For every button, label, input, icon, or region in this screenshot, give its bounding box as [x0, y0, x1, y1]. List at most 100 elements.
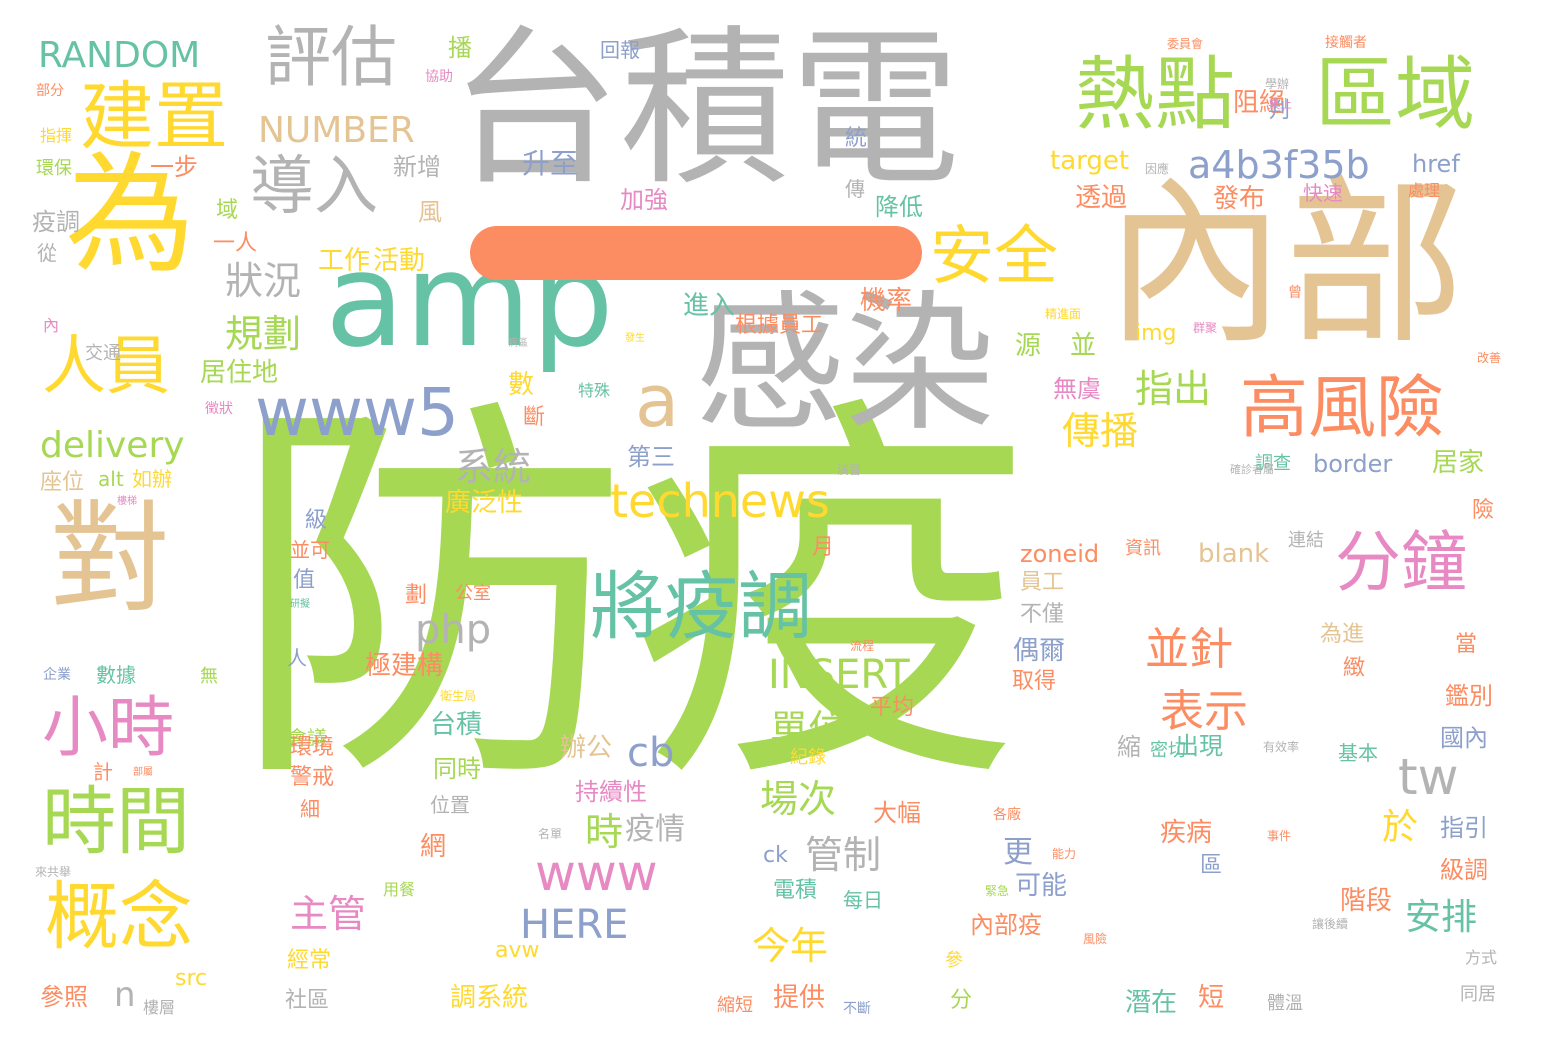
cloud-word: 從 [37, 241, 57, 265]
cloud-word: 系統 [455, 445, 532, 489]
cloud-word: 環保 [36, 158, 72, 179]
cloud-word: 一步 [150, 153, 198, 181]
cloud-word: www [535, 844, 658, 902]
cloud-word: 取得 [1012, 669, 1057, 694]
cloud-word: 警戒 [290, 765, 335, 790]
cloud-word: 無 [200, 666, 218, 687]
cloud-word: 能力 [1052, 847, 1077, 861]
cloud-word: 進入 [683, 291, 736, 321]
cloud-word: 短 [1198, 983, 1225, 1013]
cloud-word: 委員會 [1167, 37, 1204, 51]
cloud-word: 用餐 [383, 880, 416, 899]
cloud-word: 活動 [373, 246, 426, 276]
cloud-word: 極建構 [365, 651, 444, 681]
cloud-word: 數 [508, 370, 535, 400]
cloud-word: 源 [1015, 331, 1042, 361]
cloud-word: 接觸者 [1325, 35, 1367, 51]
orange-bar-mark [470, 226, 922, 280]
cloud-word: technews [610, 474, 830, 528]
cloud-word: 縮 [1117, 733, 1141, 761]
cloud-word: tw [1398, 748, 1459, 806]
cloud-word: 台積電 [450, 11, 961, 209]
cloud-word: ck [763, 843, 788, 868]
cloud-word: 緊急 [985, 884, 1010, 898]
cloud-word: 內部疫 [970, 911, 1042, 939]
cloud-word: 規劃 [225, 312, 302, 356]
cloud-word: 安排 [1405, 897, 1478, 938]
cloud-word: 每日 [843, 888, 883, 912]
cloud-word: 學辦 [1265, 77, 1290, 91]
cloud-word: 內部 [1105, 160, 1466, 369]
cloud-word: 緻 [1343, 656, 1366, 681]
cloud-word: 環境 [290, 735, 335, 760]
cloud-word: NUMBER [258, 110, 415, 151]
cloud-word: 辦公 [560, 733, 613, 763]
cloud-word: 無虞 [1053, 375, 1101, 403]
cloud-word: zoneid [1020, 540, 1100, 568]
cloud-word: delivery [40, 425, 185, 466]
cloud-word: 新增 [393, 153, 441, 181]
cloud-word: 指出 [1135, 367, 1212, 411]
cloud-word: 持續性 [575, 778, 647, 806]
cloud-word: 第三 [627, 443, 675, 471]
cloud-word: 值 [293, 568, 316, 593]
cloud-word: 可能 [1015, 871, 1068, 901]
cloud-word: 病區 [508, 338, 528, 349]
cloud-word: 座位 [40, 470, 85, 495]
cloud-word: img [1135, 321, 1177, 346]
cloud-word: 徵狀 [205, 401, 233, 417]
cloud-word: 演習 [837, 463, 862, 477]
cloud-word: 風險 [1083, 932, 1108, 946]
cloud-word: 評估 [265, 19, 397, 96]
cloud-word: 表示 [1160, 686, 1248, 737]
cloud-word: 事件 [1267, 829, 1292, 843]
cloud-word: 精進面 [1045, 307, 1082, 321]
cloud-word: 今年 [752, 924, 829, 968]
cloud-word: 劃 [405, 583, 428, 608]
cloud-word: 內 [43, 316, 60, 335]
cloud-word: 名單 [538, 827, 563, 841]
cloud-word: 如辦 [132, 467, 172, 491]
cloud-word: 部分 [36, 83, 64, 99]
cloud-word: 斷 [523, 405, 546, 430]
cloud-word: alt [98, 467, 124, 491]
cloud-word: 居家 [1432, 448, 1485, 478]
cloud-word: 特殊 [578, 381, 611, 400]
cloud-word: 為 [65, 139, 196, 291]
cloud-word: 台積 [430, 710, 483, 740]
cloud-word: 更 [1003, 835, 1033, 870]
cloud-word: 場次 [760, 777, 837, 821]
cloud-word: 社區 [285, 988, 330, 1013]
cloud-word: 為進 [1320, 622, 1365, 647]
cloud-word: 同時 [433, 755, 481, 783]
cloud-word: 一人 [213, 231, 258, 256]
cloud-word: 經常 [287, 948, 332, 973]
cloud-word: n [114, 975, 136, 1015]
cloud-word: 快速 [1303, 181, 1343, 205]
cloud-word: 人 [287, 646, 307, 670]
cloud-word: 傳播 [1062, 409, 1139, 453]
cloud-word: 將疫調 [590, 564, 812, 650]
cloud-word: 確診者屬 [1230, 463, 1274, 476]
cloud-word: 提供 [773, 983, 826, 1013]
cloud-word: 公室 [455, 583, 491, 604]
cloud-word: 資訊 [1125, 538, 1161, 559]
cloud-word: 級 [305, 508, 328, 533]
cloud-word: 群聚 [1193, 321, 1218, 335]
cloud-word: php [415, 607, 492, 653]
cloud-word: 小時 [42, 689, 174, 766]
cloud-word: RANDOM [38, 35, 201, 76]
cloud-word: 細 [300, 797, 320, 821]
cloud-word: 偶爾 [1013, 636, 1066, 666]
cloud-word: 感染 [695, 278, 996, 452]
cloud-word: 疫情 [625, 812, 685, 847]
cloud-word: 調系統 [450, 983, 529, 1013]
cloud-word: border [1313, 450, 1393, 478]
cloud-word: 傳 [845, 177, 865, 201]
cloud-word: 分鐘 [1335, 524, 1467, 601]
cloud-word: href [1412, 150, 1460, 178]
cloud-word: 參照 [40, 983, 88, 1011]
cloud-word: 改善 [1477, 351, 1502, 365]
cloud-word: 參 [945, 950, 963, 971]
cloud-word: 主管 [290, 892, 367, 936]
